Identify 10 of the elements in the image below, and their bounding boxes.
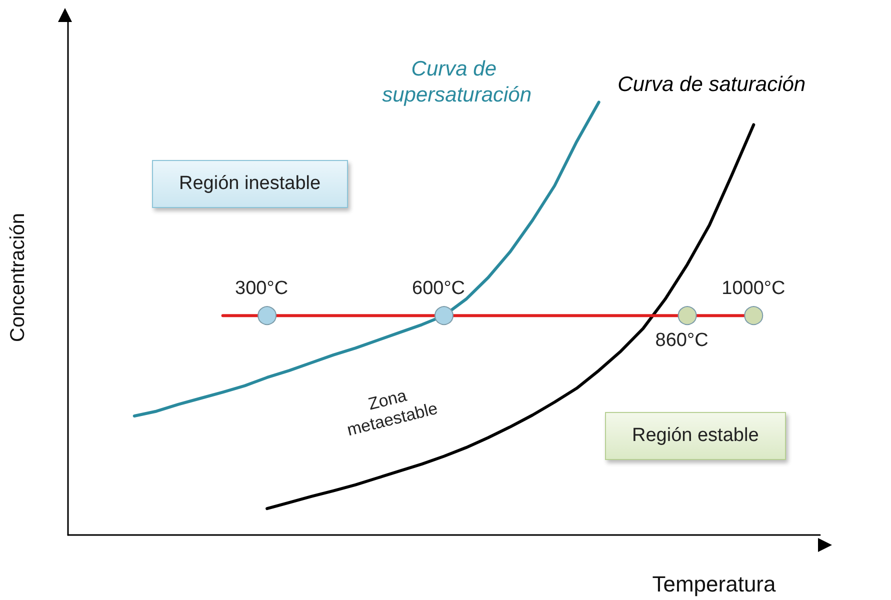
annotation: 600°C xyxy=(412,278,466,300)
x-axis-title: Temperatura xyxy=(652,572,777,596)
y-axis-title: Concentración xyxy=(7,213,29,342)
annotation: 860°C xyxy=(655,330,708,352)
annotation: Región inestable xyxy=(152,160,348,208)
text: Curva de saturación xyxy=(618,73,806,96)
annotation: 1000°C xyxy=(722,278,786,300)
annotation: Región estable xyxy=(605,412,786,460)
annotation: 300°C xyxy=(235,278,288,300)
text: Curva de supersaturación xyxy=(382,58,532,107)
